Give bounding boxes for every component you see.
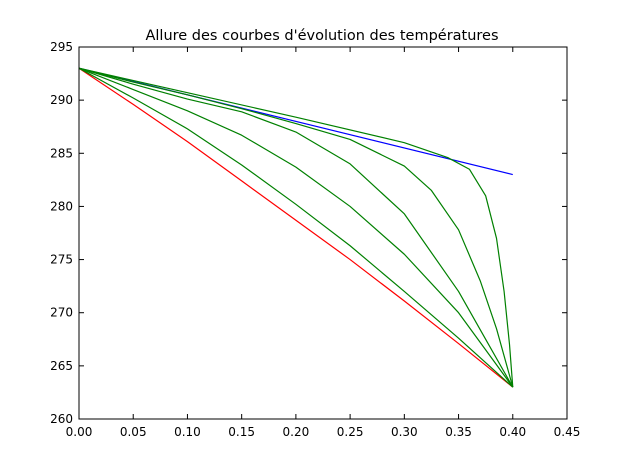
series-line-7: [78, 67, 514, 388]
x-tick-label: 0.10: [174, 425, 201, 439]
x-tick-label: 0.15: [228, 425, 255, 439]
x-tick-label: 0.35: [445, 425, 472, 439]
series-line-2: [78, 67, 514, 388]
x-tick-label: 0.30: [391, 425, 418, 439]
y-tick-label: 270: [50, 306, 73, 320]
y-tick-label: 295: [50, 40, 73, 54]
y-tick-label: 275: [50, 253, 73, 267]
ticks-layer: 0.00 0.05 0.10 0.15 0.20 0.25 0.30 0.35 0.40 0.45…: [50, 40, 580, 439]
x-tick-label: 0.00: [66, 425, 93, 439]
chart-title: Allure des courbes d'évolution des tempé…: [145, 28, 498, 44]
series-line-5: [78, 67, 514, 388]
x-tick-label: 0.20: [283, 425, 310, 439]
series-line-6: [78, 67, 514, 388]
series-line-4: [78, 67, 514, 388]
series-line-3: [78, 67, 514, 388]
y-tick-label: 265: [50, 359, 73, 373]
y-tick-label: 260: [50, 412, 73, 426]
x-tick-label: 0.25: [337, 425, 364, 439]
x-tick-label: 0.05: [120, 425, 147, 439]
plot-frame: [78, 46, 568, 420]
y-tick-label: 290: [50, 93, 73, 107]
x-tick-label: 0.40: [499, 425, 526, 439]
y-tick-label: 285: [50, 146, 73, 160]
y-tick-label: 280: [50, 199, 73, 213]
x-tick-label: 0.45: [554, 425, 581, 439]
series-layer: [78, 67, 514, 388]
